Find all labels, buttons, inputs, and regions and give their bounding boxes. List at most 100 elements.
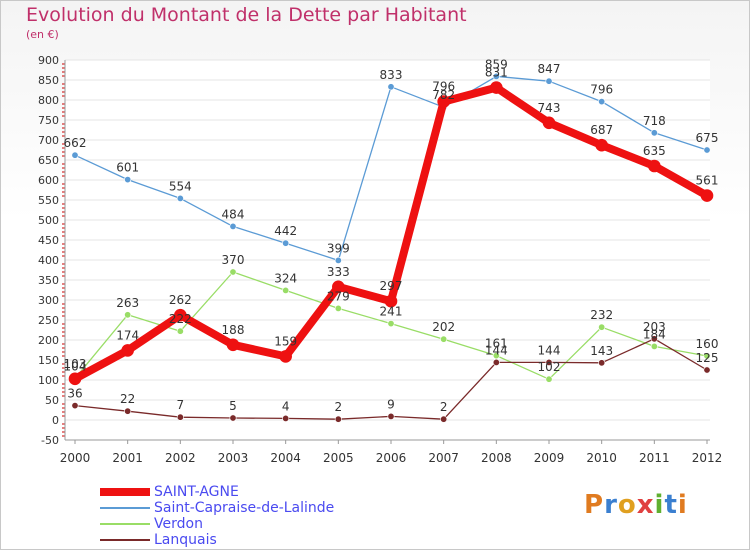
data-label: 125 <box>696 351 719 365</box>
x-tick-label: 2003 <box>218 451 249 465</box>
proxiti-logo: Proxiti <box>584 490 688 520</box>
data-point <box>176 327 184 335</box>
data-point <box>124 176 132 184</box>
y-tick-label: 350 <box>38 274 59 287</box>
data-point <box>437 95 450 108</box>
data-point <box>282 414 290 422</box>
data-label: 7 <box>177 398 185 412</box>
data-label: 484 <box>222 207 245 221</box>
data-label: 36 <box>67 387 82 401</box>
x-tick-label: 2001 <box>112 451 143 465</box>
x-tick-label: 2007 <box>428 451 459 465</box>
y-tick-label: 50 <box>45 394 59 407</box>
data-point <box>387 83 395 91</box>
data-point <box>332 280 345 294</box>
data-point <box>542 116 556 130</box>
data-point <box>176 194 184 202</box>
data-label: 675 <box>696 131 719 145</box>
data-point <box>229 222 237 230</box>
data-label: 833 <box>380 68 403 82</box>
x-tick-label: 2009 <box>534 451 565 465</box>
x-tick-label: 2004 <box>270 451 301 465</box>
data-label: 222 <box>169 312 192 326</box>
data-label: 561 <box>696 174 719 188</box>
data-point <box>334 256 342 264</box>
data-point <box>279 350 292 363</box>
data-point <box>598 359 606 367</box>
data-label: 232 <box>590 308 613 322</box>
data-point <box>174 308 187 322</box>
y-tick-label: 150 <box>38 354 59 367</box>
y-tick-label: 300 <box>38 294 59 307</box>
data-point <box>490 81 503 94</box>
data-label: 796 <box>590 83 613 97</box>
y-tick-label: 600 <box>38 174 59 187</box>
data-label: 333 <box>327 265 350 279</box>
data-point <box>703 352 711 360</box>
data-point <box>282 286 290 294</box>
y-tick-label: 200 <box>38 334 59 347</box>
data-label: 263 <box>116 296 139 310</box>
data-point <box>226 338 240 352</box>
data-label: 9 <box>387 397 395 411</box>
data-label: 144 <box>538 343 561 357</box>
logo-letter: P <box>584 490 605 520</box>
data-label: 144 <box>485 343 508 357</box>
data-point <box>648 159 661 173</box>
x-tick-label: 2008 <box>481 451 512 465</box>
logo-letter: o <box>617 490 637 520</box>
chart-subtitle: (en €) <box>26 28 59 41</box>
data-label: 102 <box>538 360 561 374</box>
data-point <box>124 407 132 415</box>
logo-letter: x <box>636 490 655 520</box>
y-tick-label: 500 <box>38 214 59 227</box>
data-label: 370 <box>222 253 245 267</box>
y-tick-label: 850 <box>38 74 59 87</box>
data-point <box>121 344 134 357</box>
data-point <box>595 138 608 152</box>
data-label: 324 <box>274 271 297 285</box>
data-point <box>334 415 342 423</box>
data-point <box>650 335 658 343</box>
data-point <box>334 304 342 312</box>
y-tick-label: 400 <box>38 254 59 267</box>
data-point <box>384 294 398 308</box>
logo-letter: i <box>677 490 688 520</box>
data-label: 188 <box>222 323 245 337</box>
legend-label-verdon: Verdon <box>154 516 203 532</box>
legend-swatch-lanquais <box>100 539 150 541</box>
data-point <box>282 239 290 247</box>
y-tick-label: 900 <box>38 54 59 67</box>
data-label: 104 <box>64 359 87 373</box>
data-label: 202 <box>432 320 455 334</box>
data-label: 159 <box>274 334 297 348</box>
data-point <box>650 129 658 137</box>
data-point <box>387 412 395 420</box>
y-tick-label: 450 <box>38 234 59 247</box>
y-tick-label: 750 <box>38 114 59 127</box>
data-point <box>229 268 237 276</box>
data-label: 297 <box>380 279 403 293</box>
logo-letter: i <box>654 490 665 520</box>
data-label: 22 <box>120 392 135 406</box>
data-label: 174 <box>116 328 139 342</box>
data-label: 4 <box>282 399 290 413</box>
data-point <box>492 352 500 360</box>
data-label: 2 <box>335 400 343 414</box>
data-point <box>71 151 79 159</box>
y-tick-label: 800 <box>38 94 59 107</box>
data-label: 5 <box>229 399 237 413</box>
data-point <box>545 375 553 383</box>
legend-swatch-verdon <box>100 523 150 525</box>
data-label: 161 <box>485 337 508 351</box>
x-tick-label: 2002 <box>165 451 196 465</box>
data-label: 103 <box>64 357 87 371</box>
y-tick-label: 700 <box>38 134 59 147</box>
data-point <box>492 72 500 80</box>
y-tick-label: 550 <box>38 194 59 207</box>
data-point <box>440 415 448 423</box>
data-label: 687 <box>590 123 613 137</box>
data-point <box>700 189 714 202</box>
data-point <box>71 402 79 410</box>
